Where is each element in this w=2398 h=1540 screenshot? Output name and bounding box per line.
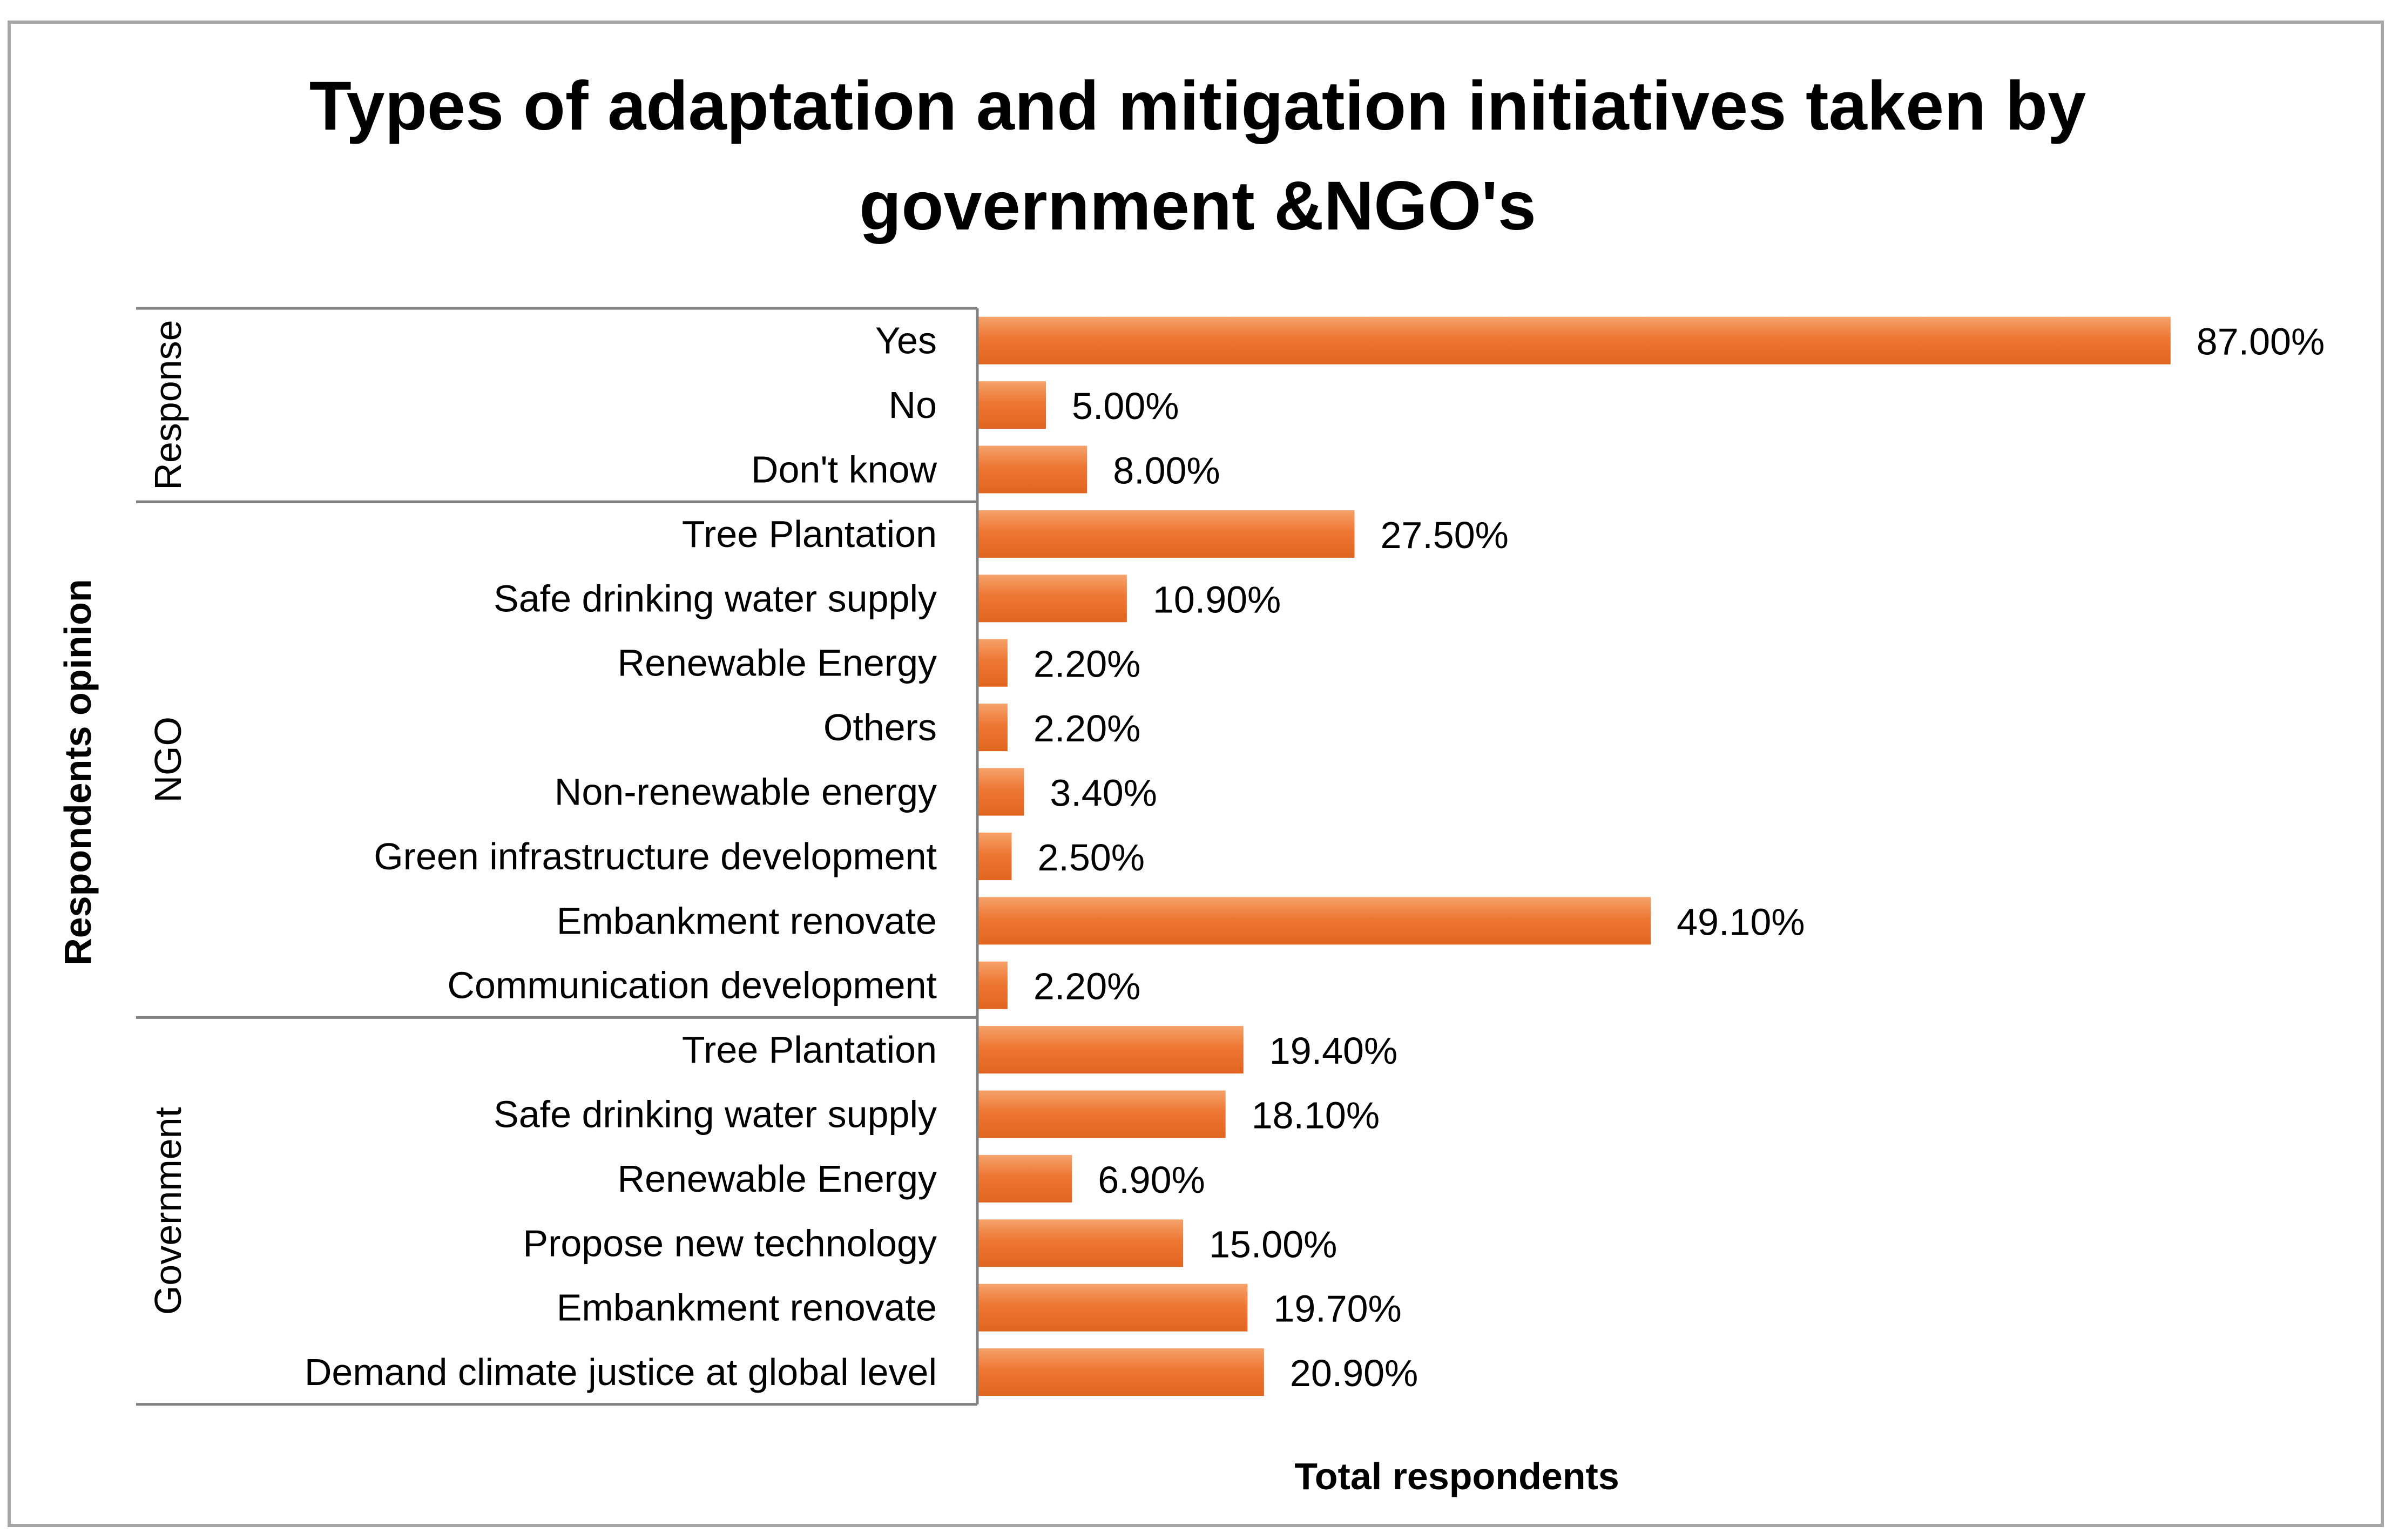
data-label: 2.20% (1033, 643, 1140, 685)
category-label: Non-renewable energy (555, 771, 937, 813)
bar (977, 832, 1012, 880)
category-label: Safe drinking water supply (494, 1093, 937, 1136)
chart-frame (8, 21, 2384, 1527)
data-label: 3.40% (1050, 772, 1157, 814)
bar (977, 1219, 1183, 1267)
category-label: Tree Plantation (682, 513, 937, 555)
data-label: 19.70% (1273, 1288, 1401, 1330)
category-label: Embankment renovate (557, 1287, 937, 1329)
data-label: 10.90% (1153, 578, 1281, 620)
bar (977, 1026, 1244, 1074)
category-label: No (889, 384, 937, 426)
category-label: Propose new technology (523, 1222, 937, 1264)
bar (977, 704, 1008, 752)
bar (977, 897, 1651, 945)
bar (977, 445, 1087, 494)
group-label: Response (147, 320, 189, 490)
chart-title-line-2: government &NGO's (859, 167, 1536, 245)
x-axis-title: Total respondents (1294, 1455, 1619, 1497)
data-label: 8.00% (1113, 450, 1220, 492)
category-label: Renewable Energy (618, 1158, 937, 1200)
group-label: Government (147, 1107, 189, 1315)
category-label: Green infrastructure development (374, 835, 937, 877)
category-label: Embankment renovate (557, 900, 937, 942)
data-label: 27.50% (1381, 514, 1509, 556)
bar (977, 510, 1355, 558)
bar (977, 316, 2171, 364)
data-label: 18.10% (1252, 1095, 1380, 1137)
bar (977, 639, 1008, 687)
category-label: Don't know (751, 449, 937, 491)
y-axis-title: Respondents opinion (57, 579, 99, 965)
plot-area: Yes 87.00% No 5.00% Don't know 8.00% Response T… (136, 307, 2325, 1406)
data-label: 2.20% (1033, 965, 1140, 1008)
data-label: 5.00% (1072, 385, 1179, 427)
category-label: Tree Plantation (682, 1029, 937, 1071)
bar (977, 1154, 1072, 1203)
data-label: 49.10% (1677, 901, 1805, 943)
bar (977, 1284, 1248, 1332)
category-label: Communication development (447, 964, 937, 1007)
category-label: Renewable Energy (618, 642, 937, 684)
data-label: 19.40% (1269, 1030, 1397, 1072)
group-label: NGO (147, 717, 189, 802)
data-label: 20.90% (1290, 1352, 1418, 1394)
bar (977, 1348, 1264, 1396)
data-label: 87.00% (2197, 321, 2325, 363)
bar (977, 768, 1024, 816)
data-label: 2.50% (1038, 836, 1145, 879)
data-label: 2.20% (1033, 707, 1140, 749)
category-label: Safe drinking water supply (494, 577, 937, 619)
data-label: 15.00% (1209, 1223, 1337, 1265)
category-label: Demand climate justice at global level (305, 1351, 937, 1393)
bar (977, 1090, 1226, 1138)
data-label: 6.90% (1098, 1159, 1205, 1201)
category-label: Yes (875, 320, 937, 362)
chart-title-line-1: Types of adaptation and mitigation initi… (309, 67, 2086, 145)
bar (977, 575, 1127, 623)
category-label: Others (823, 706, 937, 748)
bar (977, 381, 1046, 429)
bar (977, 961, 1008, 1009)
